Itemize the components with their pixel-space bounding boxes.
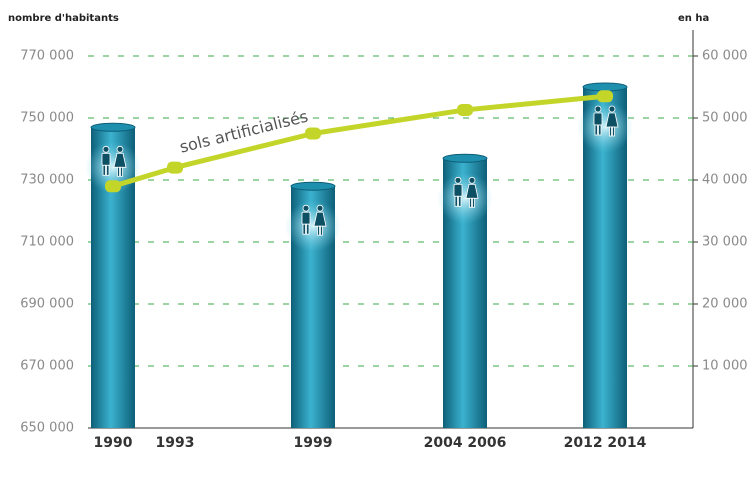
- bar-cap: [290, 181, 336, 191]
- x-tick-label: 2012 2014: [564, 435, 647, 451]
- y-axis-title: nombre d'habitants: [8, 13, 119, 24]
- line-marker: [167, 161, 183, 174]
- bar: [437, 153, 493, 429]
- x-tick-label: 1993: [156, 435, 195, 451]
- y2-tick-label: 50 000: [702, 111, 748, 126]
- bar: [85, 122, 141, 429]
- bar-cap: [90, 122, 136, 132]
- line-marker: [105, 180, 121, 193]
- y-tick-label: 650 000: [20, 421, 74, 436]
- line-marker: [305, 127, 321, 140]
- line-marker: [597, 90, 613, 103]
- y2-tick-label: 10 000: [702, 359, 748, 374]
- y-tick-label: 710 000: [20, 235, 74, 250]
- x-tick-label: 1990: [94, 435, 133, 451]
- icon-glow: [437, 172, 493, 225]
- x-tick-label: 2004 2006: [424, 435, 507, 451]
- y-tick-label: 670 000: [20, 359, 74, 374]
- bar: [285, 181, 341, 428]
- bar-cap: [442, 153, 488, 163]
- bar: [577, 82, 633, 428]
- y-tick-label: 690 000: [20, 297, 74, 312]
- y2-tick-label: 30 000: [702, 235, 748, 250]
- x-tick-label: 1999: [294, 435, 333, 451]
- y2-tick-label: 20 000: [702, 297, 748, 312]
- y-tick-label: 770 000: [20, 49, 74, 64]
- icon-glow: [577, 101, 633, 153]
- y2-axis-title: en ha: [678, 13, 709, 24]
- bar-cap: [582, 82, 628, 92]
- icon-glow: [285, 200, 341, 253]
- y2-tick-label: 60 000: [702, 49, 748, 64]
- line-marker: [457, 103, 473, 116]
- y-tick-label: 730 000: [20, 173, 74, 188]
- y2-tick-label: 40 000: [702, 173, 748, 188]
- y-tick-label: 750 000: [20, 111, 74, 126]
